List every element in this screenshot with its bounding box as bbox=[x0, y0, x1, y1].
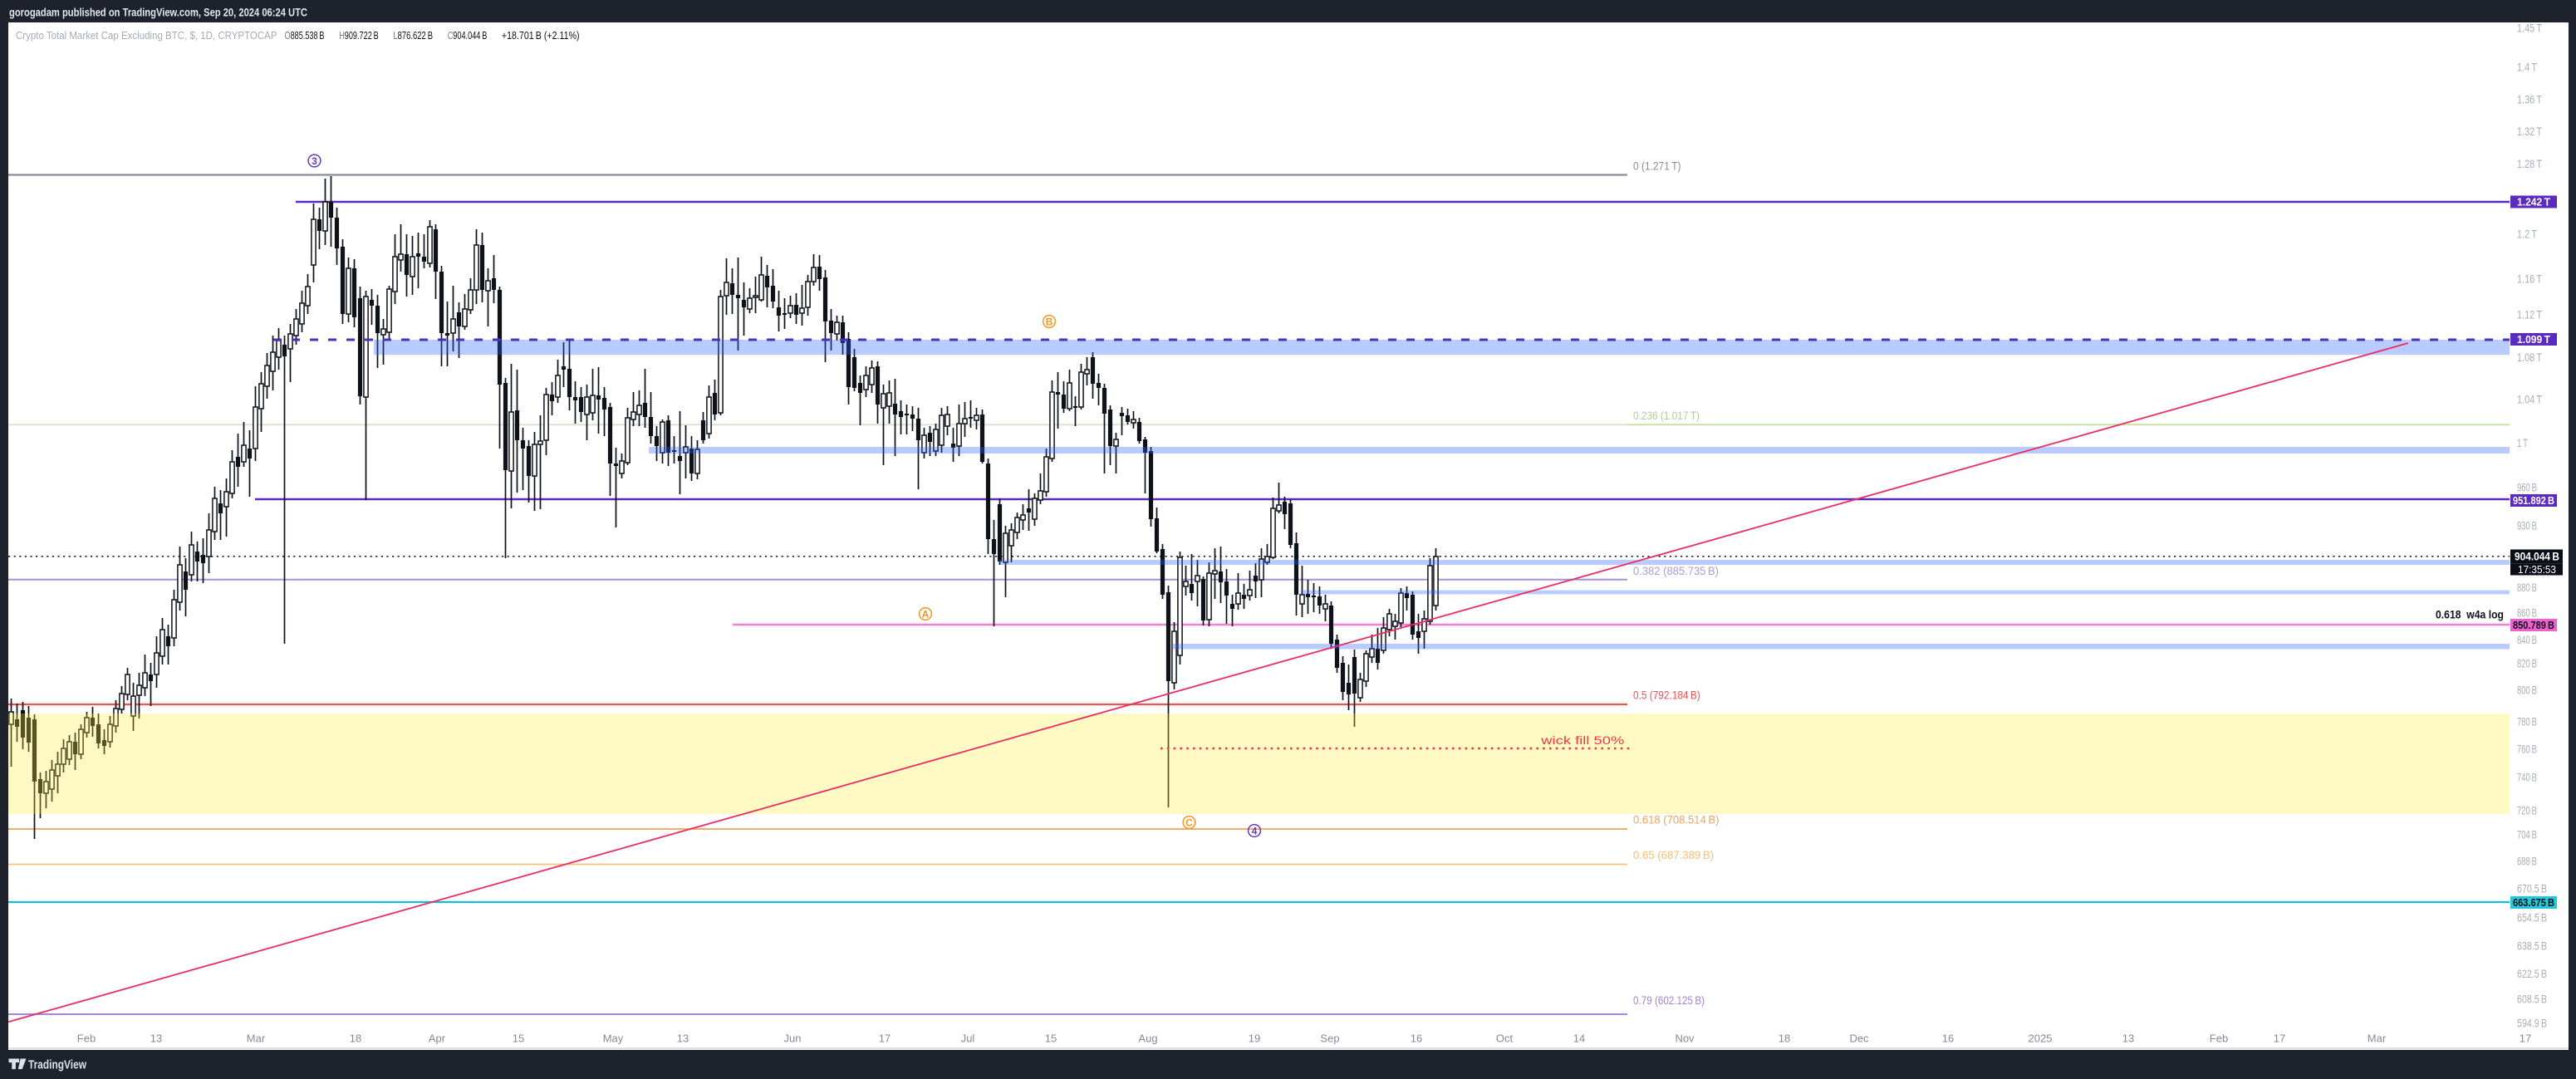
svg-text:1.4 T: 1.4 T bbox=[2517, 61, 2537, 74]
svg-text:Crypto Total Market Cap Exclud: Crypto Total Market Cap Excluding BTC, $… bbox=[16, 29, 277, 42]
svg-text:1.04 T: 1.04 T bbox=[2517, 394, 2542, 406]
svg-text:+18.701 B (+2.11%): +18.701 B (+2.11%) bbox=[502, 29, 580, 42]
svg-text:A: A bbox=[922, 608, 930, 620]
svg-text:860 B: 860 B bbox=[2517, 607, 2537, 620]
svg-text:1.36 T: 1.36 T bbox=[2517, 94, 2542, 106]
svg-text:0.5 (792.184 B): 0.5 (792.184 B) bbox=[1633, 689, 1700, 702]
svg-text:930 B: 930 B bbox=[2517, 520, 2537, 532]
svg-text:19: 19 bbox=[1249, 1032, 1260, 1045]
svg-text:654.5 B: 654.5 B bbox=[2517, 912, 2547, 925]
svg-text:1.32 T: 1.32 T bbox=[2517, 125, 2542, 138]
svg-text:17: 17 bbox=[879, 1032, 891, 1045]
svg-text:688 B: 688 B bbox=[2517, 856, 2537, 868]
svg-text:760 B: 760 B bbox=[2517, 743, 2537, 756]
svg-text:670.5 B: 670.5 B bbox=[2517, 883, 2547, 895]
svg-text:720 B: 720 B bbox=[2517, 805, 2537, 817]
svg-text:850.789 B: 850.789 B bbox=[2513, 619, 2554, 631]
svg-text:840 B: 840 B bbox=[2517, 634, 2537, 646]
svg-text:Aug: Aug bbox=[1138, 1032, 1157, 1045]
svg-text:594.9 B: 594.9 B bbox=[2517, 1018, 2547, 1030]
svg-text:1.45 T: 1.45 T bbox=[2517, 22, 2542, 35]
svg-text:H909.722 B: H909.722 B bbox=[339, 29, 379, 42]
svg-text:C: C bbox=[1185, 817, 1193, 828]
svg-text:4: 4 bbox=[1252, 825, 1258, 836]
svg-text:638.5 B: 638.5 B bbox=[2517, 940, 2547, 953]
svg-text:Sep: Sep bbox=[1320, 1032, 1339, 1045]
svg-text:17:35:53: 17:35:53 bbox=[2518, 563, 2556, 576]
svg-text:622.5 B: 622.5 B bbox=[2517, 968, 2547, 980]
svg-text:1 T: 1 T bbox=[2517, 437, 2528, 449]
svg-text:Dec: Dec bbox=[1849, 1032, 1869, 1045]
svg-text:Nov: Nov bbox=[1675, 1032, 1695, 1045]
svg-text:820 B: 820 B bbox=[2517, 658, 2537, 670]
svg-text:1.099 T: 1.099 T bbox=[2517, 333, 2550, 346]
svg-text:0.618 w4a log: 0.618 w4a log bbox=[2436, 609, 2504, 621]
svg-text:B: B bbox=[1046, 316, 1053, 327]
svg-text:0 (1.271 T): 0 (1.271 T) bbox=[1633, 160, 1681, 173]
svg-text:Mar: Mar bbox=[247, 1032, 266, 1045]
svg-text:904.044 B: 904.044 B bbox=[2515, 551, 2559, 563]
svg-text:C904.044 B: C904.044 B bbox=[448, 29, 488, 42]
svg-text:960 B: 960 B bbox=[2517, 482, 2537, 494]
svg-text:14: 14 bbox=[1573, 1032, 1585, 1045]
svg-text:1.242 T: 1.242 T bbox=[2517, 196, 2550, 208]
svg-text:Apr: Apr bbox=[429, 1032, 446, 1045]
svg-text:1.2 T: 1.2 T bbox=[2517, 228, 2537, 241]
svg-text:13: 13 bbox=[2122, 1032, 2134, 1045]
svg-text:0.79 (602.125 B): 0.79 (602.125 B) bbox=[1633, 994, 1705, 1007]
svg-text:13: 13 bbox=[150, 1032, 162, 1045]
svg-text:0.618 (708.514 B): 0.618 (708.514 B) bbox=[1633, 814, 1720, 826]
svg-text:1.12 T: 1.12 T bbox=[2517, 309, 2542, 321]
svg-text:1.16 T: 1.16 T bbox=[2517, 273, 2542, 286]
svg-text:16: 16 bbox=[1411, 1032, 1422, 1045]
svg-text:2025: 2025 bbox=[2029, 1032, 2053, 1045]
svg-text:wick fill 50%: wick fill 50% bbox=[1540, 734, 1624, 747]
svg-text:Feb: Feb bbox=[2210, 1032, 2228, 1045]
svg-text:Jul: Jul bbox=[961, 1032, 975, 1045]
svg-text:18: 18 bbox=[1779, 1032, 1790, 1045]
svg-text:Jun: Jun bbox=[784, 1032, 802, 1045]
svg-text:gorogadam published on Trading: gorogadam published on TradingView.com, … bbox=[9, 6, 307, 19]
svg-text:780 B: 780 B bbox=[2517, 716, 2537, 728]
svg-text:13: 13 bbox=[677, 1032, 689, 1045]
svg-text:TradingView: TradingView bbox=[28, 1058, 86, 1072]
svg-text:663.675 B: 663.675 B bbox=[2513, 896, 2554, 909]
svg-text:Mar: Mar bbox=[2367, 1032, 2387, 1045]
svg-text:16: 16 bbox=[1942, 1032, 1954, 1045]
svg-text:704 B: 704 B bbox=[2517, 829, 2537, 841]
svg-text:880 B: 880 B bbox=[2517, 581, 2537, 594]
svg-text:951.892 B: 951.892 B bbox=[2513, 494, 2554, 507]
svg-text:May: May bbox=[603, 1032, 624, 1045]
svg-text:Feb: Feb bbox=[77, 1032, 96, 1045]
svg-text:0.236 (1.017 T): 0.236 (1.017 T) bbox=[1633, 410, 1700, 422]
svg-text:740 B: 740 B bbox=[2517, 772, 2537, 784]
svg-text:17: 17 bbox=[2274, 1032, 2285, 1045]
svg-text:0.65 (687.389 B): 0.65 (687.389 B) bbox=[1633, 849, 1714, 861]
svg-text:18: 18 bbox=[350, 1032, 361, 1045]
svg-text:15: 15 bbox=[1045, 1032, 1057, 1045]
svg-text:3: 3 bbox=[312, 155, 317, 167]
svg-text:608.5 B: 608.5 B bbox=[2517, 993, 2547, 1006]
svg-text:800 B: 800 B bbox=[2517, 684, 2537, 697]
svg-text:1.28 T: 1.28 T bbox=[2517, 158, 2542, 170]
svg-text:L876.622 B: L876.622 B bbox=[393, 29, 433, 42]
svg-text:17: 17 bbox=[2520, 1032, 2531, 1045]
svg-text:15: 15 bbox=[513, 1032, 524, 1045]
svg-text:0.382 (885.735 B): 0.382 (885.735 B) bbox=[1633, 565, 1719, 577]
svg-text:O885.538 B: O885.538 B bbox=[285, 29, 325, 42]
svg-text:1.08 T: 1.08 T bbox=[2517, 351, 2542, 364]
svg-text:Oct: Oct bbox=[1496, 1032, 1514, 1045]
